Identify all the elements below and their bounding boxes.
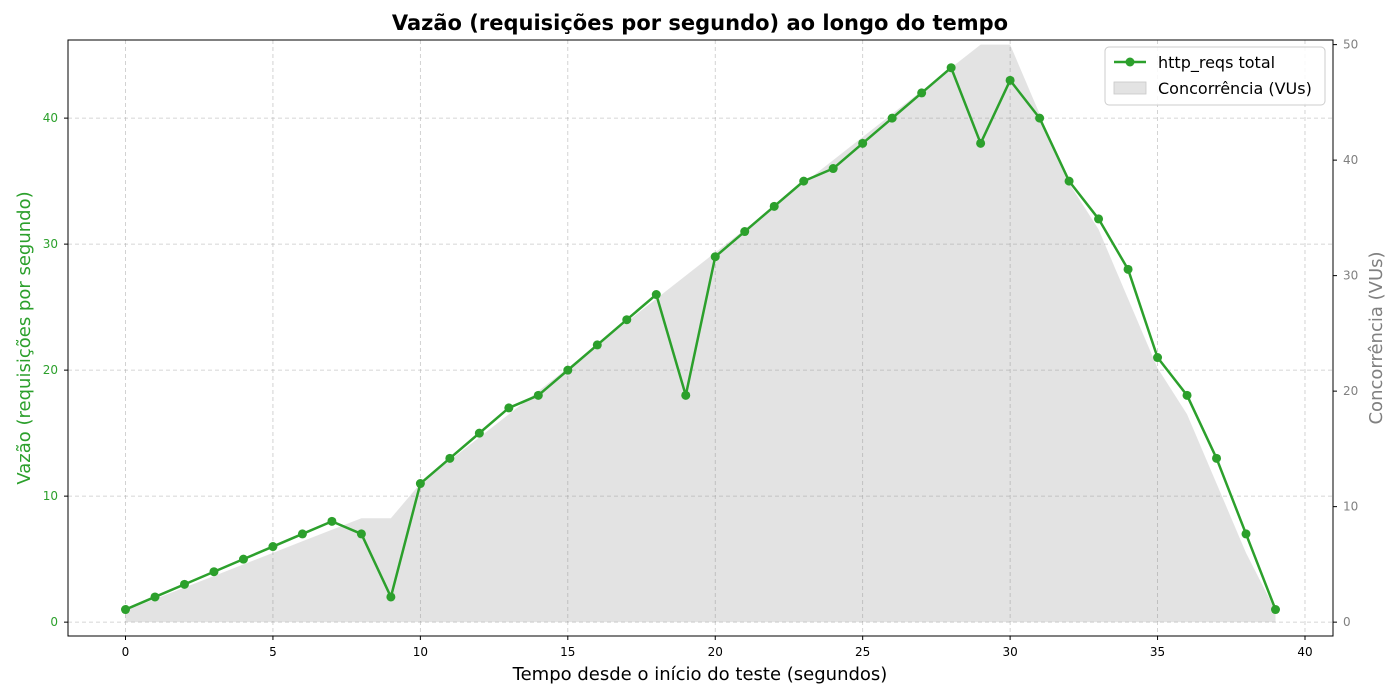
- y-left-tick-label-2: 20: [43, 363, 58, 377]
- throughput-point: [150, 592, 160, 602]
- plot-frame: [67, 39, 1334, 637]
- throughput-point: [1005, 75, 1015, 85]
- legend-area-swatch: [1113, 81, 1147, 95]
- throughput-line-layer: [121, 63, 1280, 615]
- y-right-tick-label-2: 20: [1343, 384, 1358, 398]
- legend-box: [1104, 46, 1326, 106]
- legend-point-marker: [1125, 57, 1135, 67]
- y-left-tick-label-4: 40: [43, 111, 58, 125]
- throughput-line: [125, 66, 1277, 611]
- x-tick-label-1: 5: [269, 645, 277, 659]
- y-right-tick-label-0: 0: [1343, 615, 1351, 629]
- x-tick-label-6: 30: [1002, 645, 1017, 659]
- throughput-point: [651, 290, 661, 300]
- throughput-point: [592, 340, 602, 350]
- throughput-point: [563, 365, 573, 375]
- throughput-point: [504, 403, 514, 413]
- x-axis-ticks: 0 5 10 15 20 25 30 35 40: [122, 636, 1313, 659]
- throughput-point: [1212, 453, 1222, 463]
- y-axis-left-label: Vazão (requisições por segundo): [14, 191, 35, 484]
- x-tick-label-5: 25: [855, 645, 870, 659]
- throughput-point: [946, 63, 956, 73]
- throughput-point: [415, 479, 425, 489]
- throughput-point: [710, 252, 720, 262]
- y-axis-left-ticks: 0 10 20 30 40: [43, 111, 68, 629]
- throughput-point: [268, 542, 278, 552]
- y-axis-right-label: Concorrência (VUs): [1366, 251, 1387, 424]
- throughput-point: [533, 390, 543, 400]
- throughput-point: [386, 592, 396, 602]
- throughput-point: [1094, 214, 1104, 224]
- throughput-point: [740, 227, 750, 237]
- throughput-point: [238, 554, 248, 564]
- throughput-point: [917, 88, 927, 98]
- y-left-tick-label-0: 0: [50, 615, 58, 629]
- legend: http_reqs total Concorrência (VUs): [1104, 46, 1326, 106]
- throughput-point: [1064, 176, 1074, 186]
- x-tick-label-8: 40: [1297, 645, 1312, 659]
- throughput-point: [179, 579, 189, 589]
- y-right-tick-label-5: 50: [1343, 38, 1358, 52]
- throughput-point: [769, 201, 779, 211]
- throughput-point: [858, 138, 868, 148]
- throughput-point: [445, 453, 455, 463]
- throughput-point: [121, 605, 130, 615]
- x-axis-label: Tempo desde o início do teste (segundos): [512, 664, 888, 685]
- y-right-tick-label-1: 10: [1343, 500, 1358, 514]
- throughput-point: [1241, 529, 1251, 539]
- throughput-point: [622, 315, 632, 325]
- throughput-point: [297, 529, 307, 539]
- x-tick-label-3: 15: [560, 645, 575, 659]
- x-tick-label-7: 35: [1150, 645, 1165, 659]
- throughput-point: [1035, 113, 1045, 123]
- throughput-point: [828, 164, 838, 174]
- concurrency-area-layer: [125, 44, 1276, 623]
- throughput-point: [1123, 264, 1133, 274]
- throughput-point: [976, 138, 986, 148]
- y-left-tick-label-3: 30: [43, 237, 58, 251]
- chart-title: Vazão (requisições por segundo) ao longo…: [392, 11, 1008, 35]
- throughput-point: [209, 567, 219, 577]
- legend-label-throughput: http_reqs total: [1158, 53, 1275, 73]
- throughput-point: [1182, 390, 1192, 400]
- y-axis-right-ticks: 0 10 20 30 40 50: [1333, 38, 1358, 629]
- x-tick-label-4: 20: [708, 645, 723, 659]
- y-right-tick-label-4: 40: [1343, 153, 1358, 167]
- throughput-point: [681, 390, 691, 400]
- grid: [68, 40, 1333, 636]
- y-left-tick-label-1: 10: [43, 489, 58, 503]
- throughput-point: [887, 113, 897, 123]
- throughput-point: [327, 516, 337, 526]
- y-right-tick-label-3: 30: [1343, 269, 1358, 283]
- throughput-point: [1271, 605, 1280, 615]
- throughput-point: [474, 428, 484, 438]
- throughput-point: [799, 176, 809, 186]
- legend-label-concurrency: Concorrência (VUs): [1158, 79, 1312, 98]
- throughput-point: [1153, 353, 1163, 363]
- concurrency-area: [125, 44, 1276, 623]
- throughput-point: [356, 529, 366, 539]
- x-tick-label-2: 10: [413, 645, 428, 659]
- x-tick-label-0: 0: [122, 645, 130, 659]
